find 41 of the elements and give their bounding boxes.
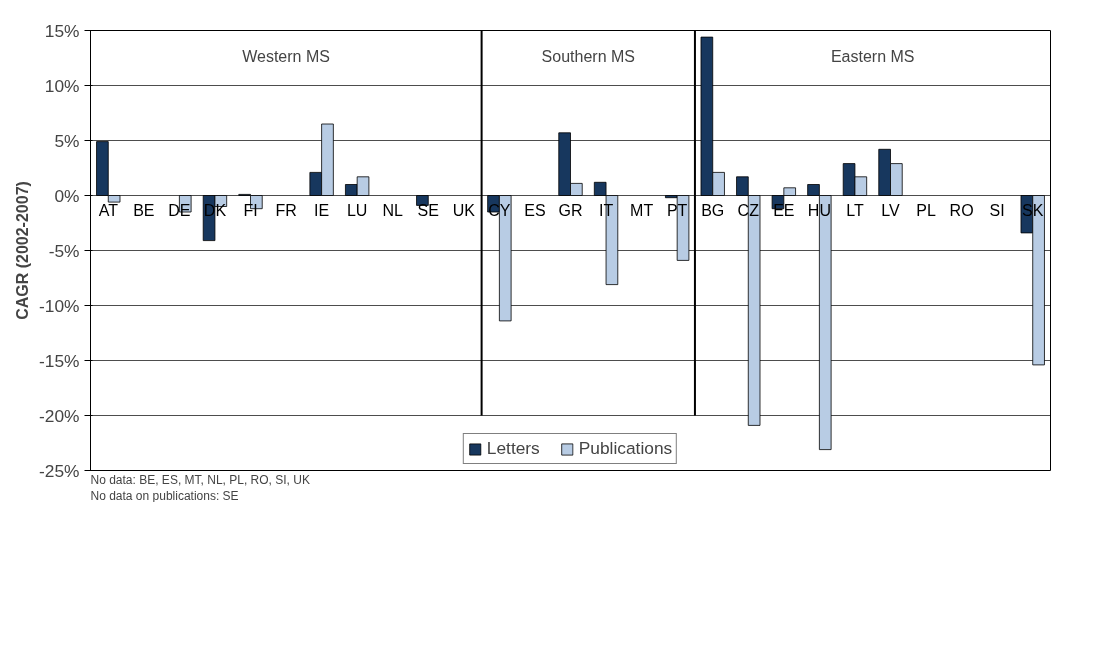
x-tick-label: BE bbox=[133, 201, 155, 219]
x-tick-label: PL bbox=[916, 201, 936, 219]
x-tick-label: FI bbox=[243, 201, 258, 219]
y-axis-title: CAGR (2002-2007) bbox=[14, 181, 32, 320]
x-tick-label: LU bbox=[346, 201, 368, 219]
x-tick-label: SE bbox=[417, 201, 439, 219]
y-tick-label: -5% bbox=[48, 240, 80, 261]
x-tick-label: PT bbox=[666, 201, 688, 219]
x-tick-label: EE bbox=[773, 201, 795, 219]
y-tick-label: 0% bbox=[54, 185, 80, 206]
y-tick-label: -25% bbox=[39, 460, 80, 481]
x-tick-label: MT bbox=[630, 201, 654, 219]
x-tick-label: FR bbox=[275, 201, 297, 219]
y-tick-label: -15% bbox=[39, 350, 80, 371]
x-tick-label: SI bbox=[989, 201, 1005, 219]
annotation: Southern MS bbox=[541, 48, 635, 66]
bar bbox=[416, 195, 429, 206]
annotation: Eastern MS bbox=[830, 48, 915, 66]
x-tick-label: UK bbox=[452, 201, 476, 219]
x-tick-label: LT bbox=[846, 201, 864, 219]
annotation: Western MS bbox=[242, 48, 330, 66]
x-tick-label: AT bbox=[98, 201, 119, 219]
legend-label: Publications bbox=[578, 438, 673, 459]
text: No data on publications: SE bbox=[90, 488, 239, 503]
legend-label: Letters bbox=[486, 438, 540, 459]
x-tick-label: GR bbox=[558, 201, 583, 219]
y-tick-label: 10% bbox=[44, 75, 80, 96]
x-tick-label: ES bbox=[524, 201, 546, 219]
text: No data: BE, ES, MT, NL, PL, RO, SI, UK bbox=[90, 472, 310, 487]
x-tick-label: SK bbox=[1022, 201, 1044, 219]
x-tick-label: RO bbox=[949, 201, 974, 219]
y-tick-label: 15% bbox=[44, 20, 80, 41]
x-tick-label: IT bbox=[598, 201, 614, 219]
x-tick-label: NL bbox=[382, 201, 404, 219]
y-tick-label: -10% bbox=[39, 295, 80, 316]
x-tick-label: IE bbox=[314, 201, 330, 219]
y-tick-label: -20% bbox=[39, 405, 80, 426]
x-tick-label: DE bbox=[168, 201, 191, 219]
x-tick-label: BG bbox=[701, 201, 725, 219]
y-tick-label: 5% bbox=[54, 130, 80, 151]
x-tick-label: LV bbox=[881, 201, 901, 219]
